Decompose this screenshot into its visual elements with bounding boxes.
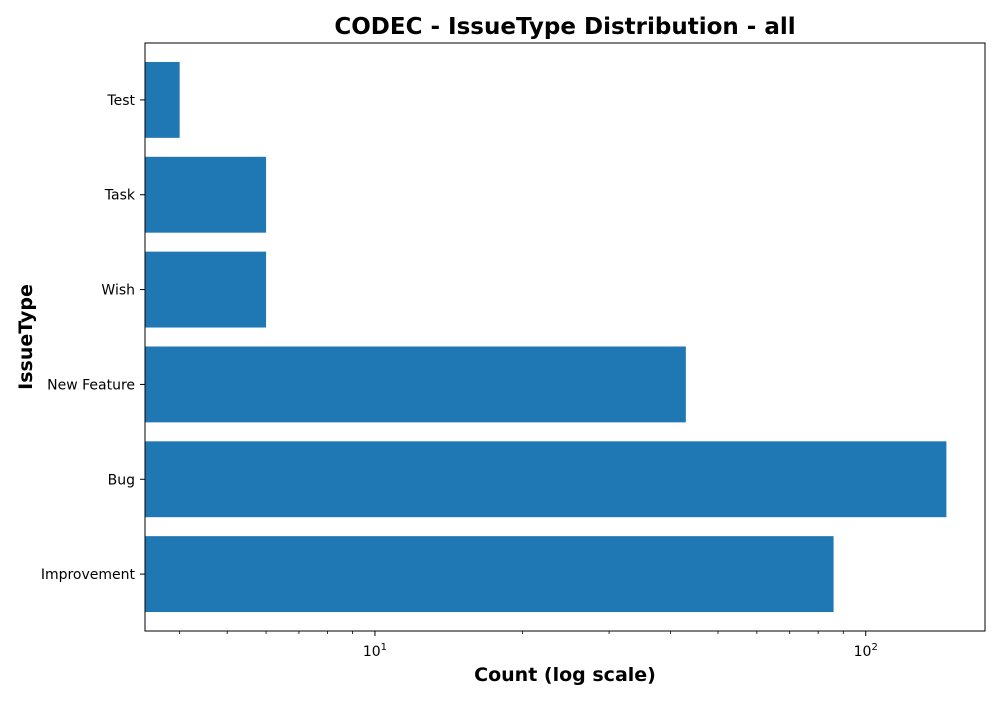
chart-title: CODEC - IssueType Distribution - all bbox=[334, 14, 795, 40]
y-axis: Improvement Bug New Feature Wish Task Test bbox=[41, 93, 145, 583]
bar-improvement bbox=[145, 536, 834, 613]
y-axis-label: IssueType bbox=[15, 284, 37, 390]
bar-bug bbox=[145, 441, 947, 518]
y-tick-label-task: Task bbox=[104, 188, 136, 204]
y-tick-label-improvement: Improvement bbox=[41, 567, 136, 583]
y-tick-label-bug: Bug bbox=[108, 472, 135, 488]
bars-layer bbox=[145, 61, 947, 613]
x-tick-label: 101 bbox=[363, 642, 387, 660]
bar-task bbox=[145, 156, 267, 233]
x-axis-label: Count (log scale) bbox=[474, 664, 656, 686]
x-tick-label: 102 bbox=[854, 642, 878, 660]
bar-wish bbox=[145, 251, 267, 328]
y-tick-label-new-feature: New Feature bbox=[47, 377, 135, 393]
bar-test bbox=[145, 61, 180, 138]
x-axis: 101 102 bbox=[179, 631, 878, 660]
y-tick-label-test: Test bbox=[106, 93, 135, 109]
bar-new-feature bbox=[145, 346, 686, 423]
y-tick-label-wish: Wish bbox=[101, 283, 135, 299]
plot-frame bbox=[144, 42, 986, 632]
